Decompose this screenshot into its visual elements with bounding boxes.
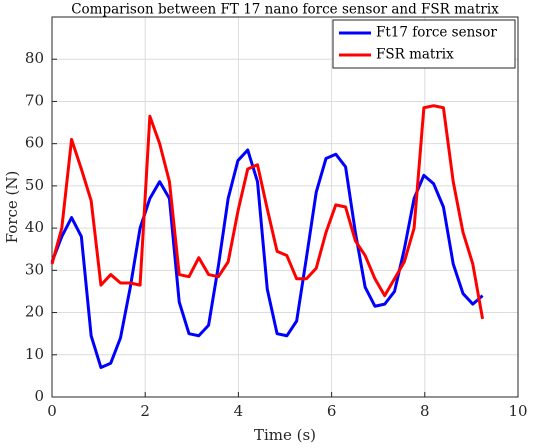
chart-title: Comparison between FT 17 nano force sens… (71, 2, 499, 18)
legend-text: Ft17 force sensor (376, 25, 497, 41)
x-tick-label: 4 (234, 402, 244, 420)
line-series (50, 148, 484, 369)
line-series (50, 104, 485, 320)
y-tick-label: 20 (25, 303, 44, 321)
y-tick-label: 70 (25, 91, 44, 109)
y-tick-label: 0 (34, 387, 44, 405)
y-tick-label: 30 (25, 260, 44, 278)
y-tick-label: 40 (25, 218, 44, 236)
x-tick-label: 2 (140, 402, 150, 420)
legend-text: FSR matrix (376, 47, 454, 63)
y-tick-label: 50 (25, 176, 44, 194)
legend-box (332, 19, 516, 69)
x-tick-label: 8 (420, 402, 430, 420)
x-tick-label: 0 (47, 402, 57, 420)
y-tick-label: 60 (25, 134, 44, 152)
x-axis-label: Time (s) (254, 426, 316, 444)
x-tick-label: 6 (327, 402, 337, 420)
y-axis-label: Force (N) (3, 171, 21, 244)
y-tick-label: 10 (25, 345, 44, 363)
plot-frame (51, 16, 519, 398)
x-tick-label: 10 (508, 402, 527, 420)
y-tick-label: 80 (25, 49, 44, 67)
